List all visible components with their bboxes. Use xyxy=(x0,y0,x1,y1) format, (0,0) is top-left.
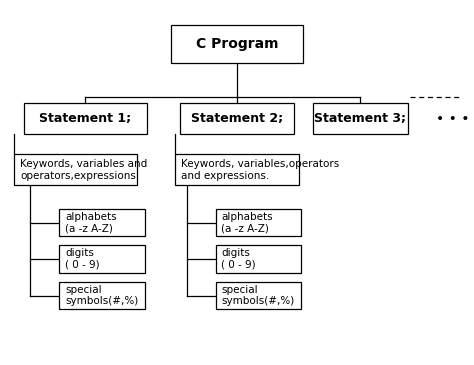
Text: Statement 1;: Statement 1; xyxy=(39,112,131,125)
FancyBboxPatch shape xyxy=(59,282,145,310)
FancyBboxPatch shape xyxy=(171,25,303,63)
Text: alphabets
(a -z A-Z): alphabets (a -z A-Z) xyxy=(221,212,273,234)
FancyBboxPatch shape xyxy=(14,154,137,185)
Text: Statement 3;: Statement 3; xyxy=(314,112,406,125)
Text: • • •: • • • xyxy=(436,112,469,126)
Text: special
symbols(#,%): special symbols(#,%) xyxy=(65,285,138,307)
Text: special
symbols(#,%): special symbols(#,%) xyxy=(221,285,295,307)
FancyBboxPatch shape xyxy=(180,103,294,134)
FancyBboxPatch shape xyxy=(59,209,145,237)
FancyBboxPatch shape xyxy=(216,245,301,273)
Text: Statement 2;: Statement 2; xyxy=(191,112,283,125)
Text: digits
( 0 - 9): digits ( 0 - 9) xyxy=(65,248,100,270)
FancyBboxPatch shape xyxy=(216,209,301,237)
Text: C Program: C Program xyxy=(196,37,278,51)
FancyBboxPatch shape xyxy=(59,245,145,273)
Text: Keywords, variables and
operators,expressions: Keywords, variables and operators,expres… xyxy=(20,159,147,181)
FancyBboxPatch shape xyxy=(24,103,147,134)
FancyBboxPatch shape xyxy=(313,103,408,134)
FancyBboxPatch shape xyxy=(175,154,299,185)
FancyBboxPatch shape xyxy=(216,282,301,310)
Text: alphabets
(a -z A-Z): alphabets (a -z A-Z) xyxy=(65,212,117,234)
Text: Keywords, variables,operators
and expressions.: Keywords, variables,operators and expres… xyxy=(181,159,339,181)
Text: digits
( 0 - 9): digits ( 0 - 9) xyxy=(221,248,256,270)
